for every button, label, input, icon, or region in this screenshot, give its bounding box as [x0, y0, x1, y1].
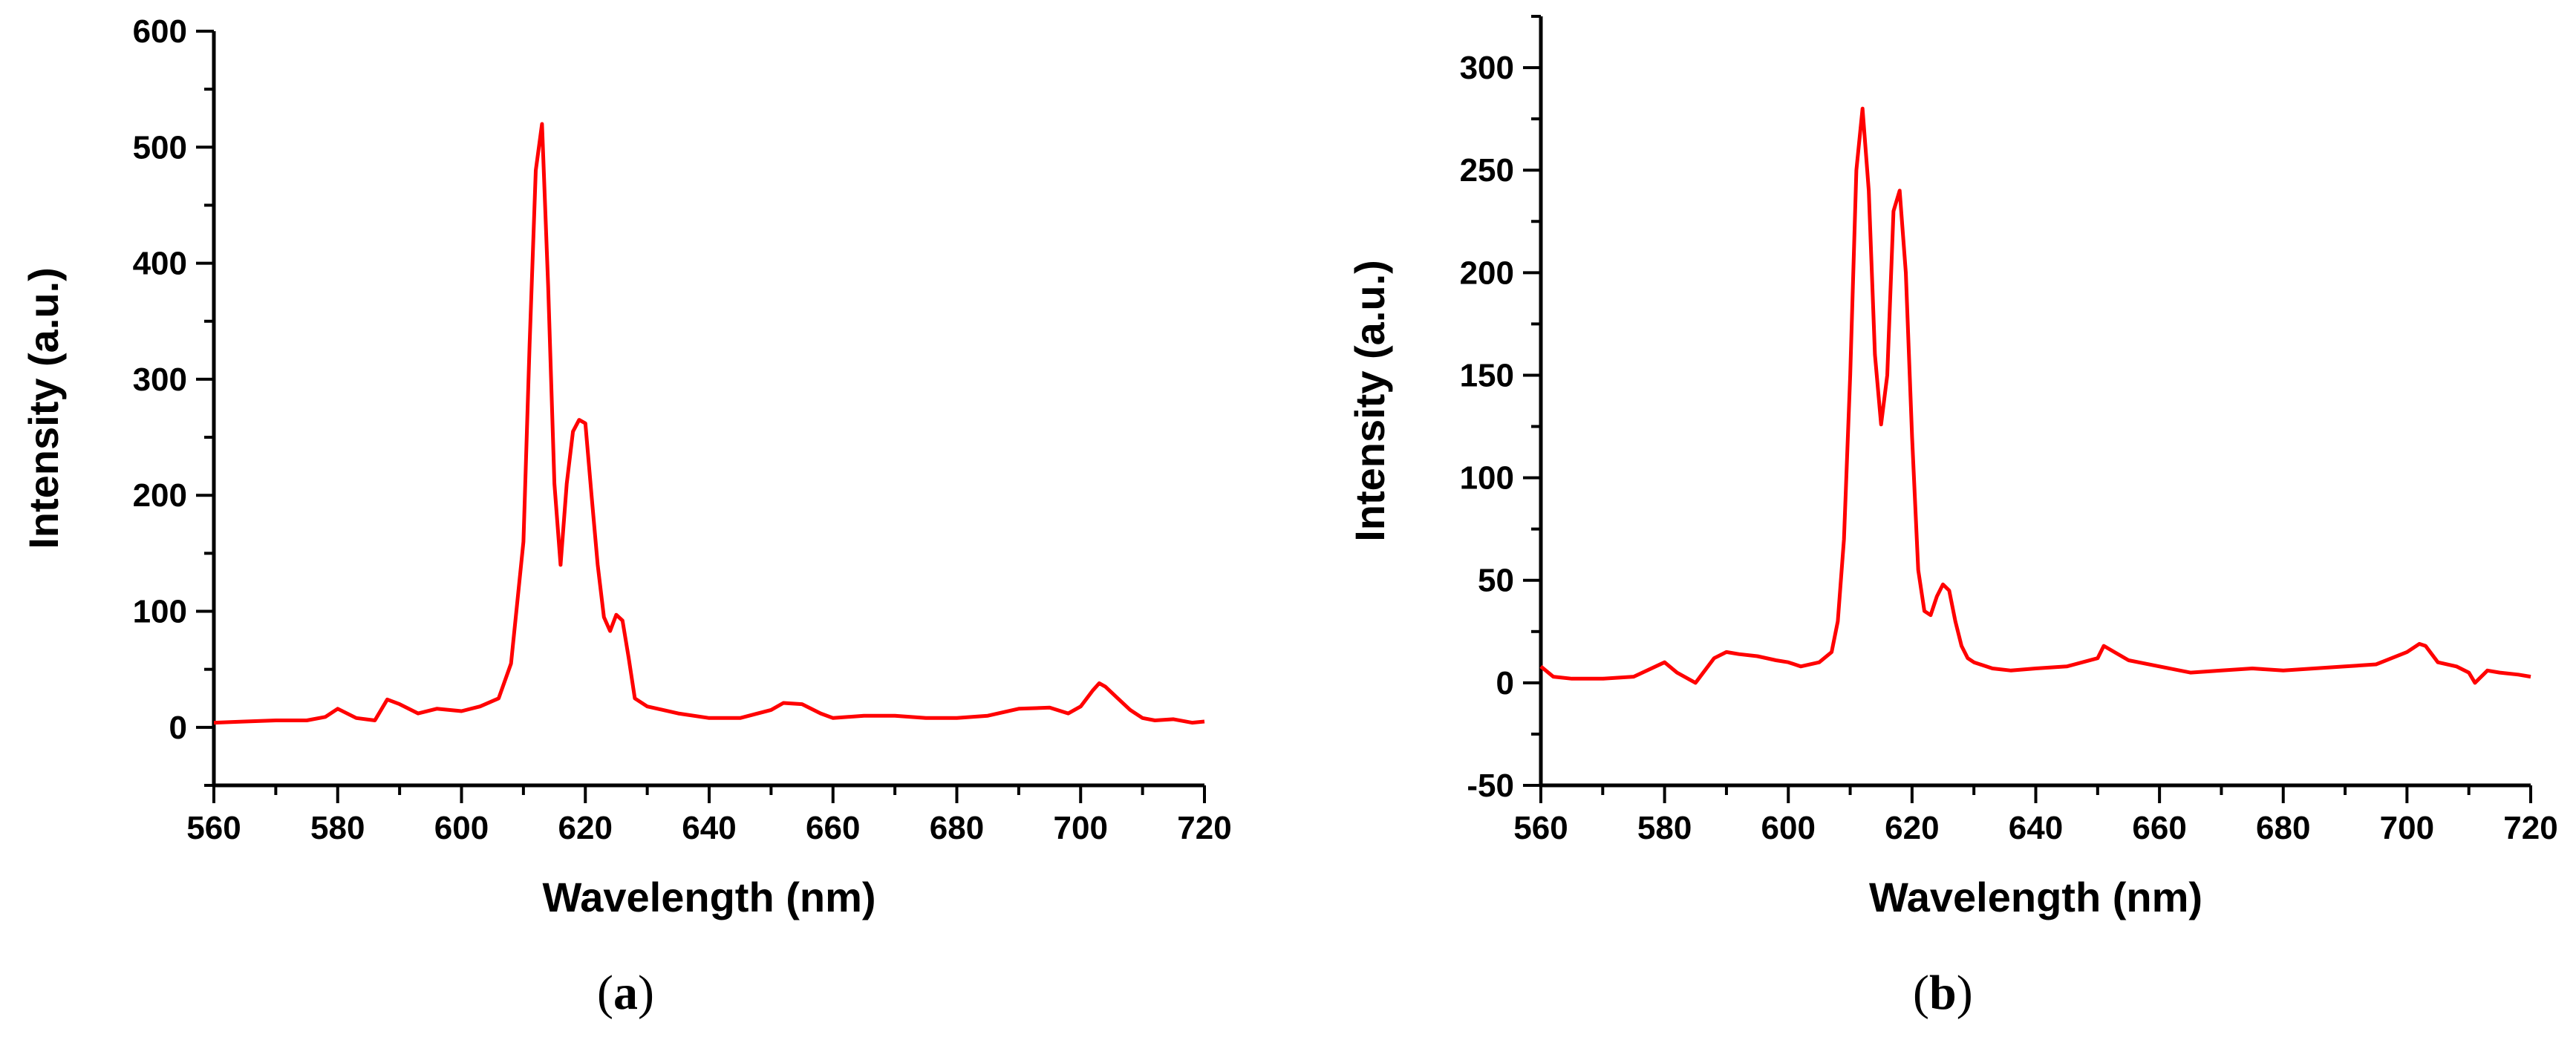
y-tick-label: 100 [133, 594, 187, 630]
y-tick-label: 400 [133, 246, 187, 282]
y-tick-label: 50 [1478, 563, 1514, 599]
chart-panel-b: 560 580 600 620 640 660 680 700 720 -50 0 50 100 150 2… [1288, 0, 2576, 1037]
y-tick-label: -50 [1467, 768, 1514, 804]
y-axis-title: Intensity (a.u.) [20, 267, 67, 549]
x-tick-label: 660 [2132, 810, 2186, 846]
panel-label-b: b [1928, 966, 1957, 1020]
x-tick-label: 640 [2009, 810, 2063, 846]
x-tick-label: 620 [1885, 810, 1939, 846]
x-tick-label: 640 [682, 810, 736, 846]
y-tick-label: 500 [133, 129, 187, 166]
x-tick-label: 620 [558, 810, 613, 846]
chart-panel-a: 560 580 600 620 640 660 680 700 720 0 100 200 300 400… [20, 13, 1232, 1020]
y-tick-label: 300 [133, 362, 187, 398]
y-tick-label: 600 [133, 13, 187, 50]
x-tick-label: 700 [2380, 810, 2434, 846]
x-tick-label: 700 [1054, 810, 1108, 846]
x-tick-label: 600 [434, 810, 489, 846]
y-tick-label: 150 [1460, 357, 1514, 393]
panel-label-a: a [613, 966, 638, 1020]
panel-caption-b: (b) [1913, 966, 1973, 1020]
series-line [213, 122, 1205, 725]
x-tick-label: 720 [2503, 810, 2557, 846]
x-tick-label: 580 [1637, 810, 1692, 846]
y-tick-label: 300 [1460, 50, 1514, 86]
panel-caption-a: (a) [597, 966, 654, 1020]
series-line [1539, 106, 2531, 685]
x-tick-label: 560 [186, 810, 241, 846]
x-tick-label: 580 [310, 810, 365, 846]
x-tick-label: 680 [930, 810, 984, 846]
x-axis-title: Wavelength (nm) [542, 874, 875, 920]
x-tick-label: 600 [1761, 810, 1816, 846]
y-tick-label: 0 [1496, 665, 1514, 701]
chart-b-svg: 560 580 600 620 640 660 680 700 720 -50 0 50 100 150 2… [1346, 15, 2558, 920]
y-tick-label: 250 [1460, 152, 1514, 189]
chart-a-svg: 560 580 600 620 640 660 680 700 720 0 100 200 300 400… [20, 13, 1232, 920]
y-tick-label: 0 [169, 710, 187, 746]
x-axis-title: Wavelength (nm) [1869, 874, 2202, 920]
y-tick-label: 200 [1460, 255, 1514, 291]
x-tick-label: 660 [806, 810, 860, 846]
x-tick-label: 720 [1177, 810, 1231, 846]
y-tick-label: 200 [133, 477, 187, 514]
x-tick-label: 680 [2256, 810, 2310, 846]
y-tick-label: 100 [1460, 460, 1514, 497]
y-axis-title: Intensity (a.u.) [1346, 260, 1393, 542]
x-tick-label: 560 [1513, 810, 1568, 846]
